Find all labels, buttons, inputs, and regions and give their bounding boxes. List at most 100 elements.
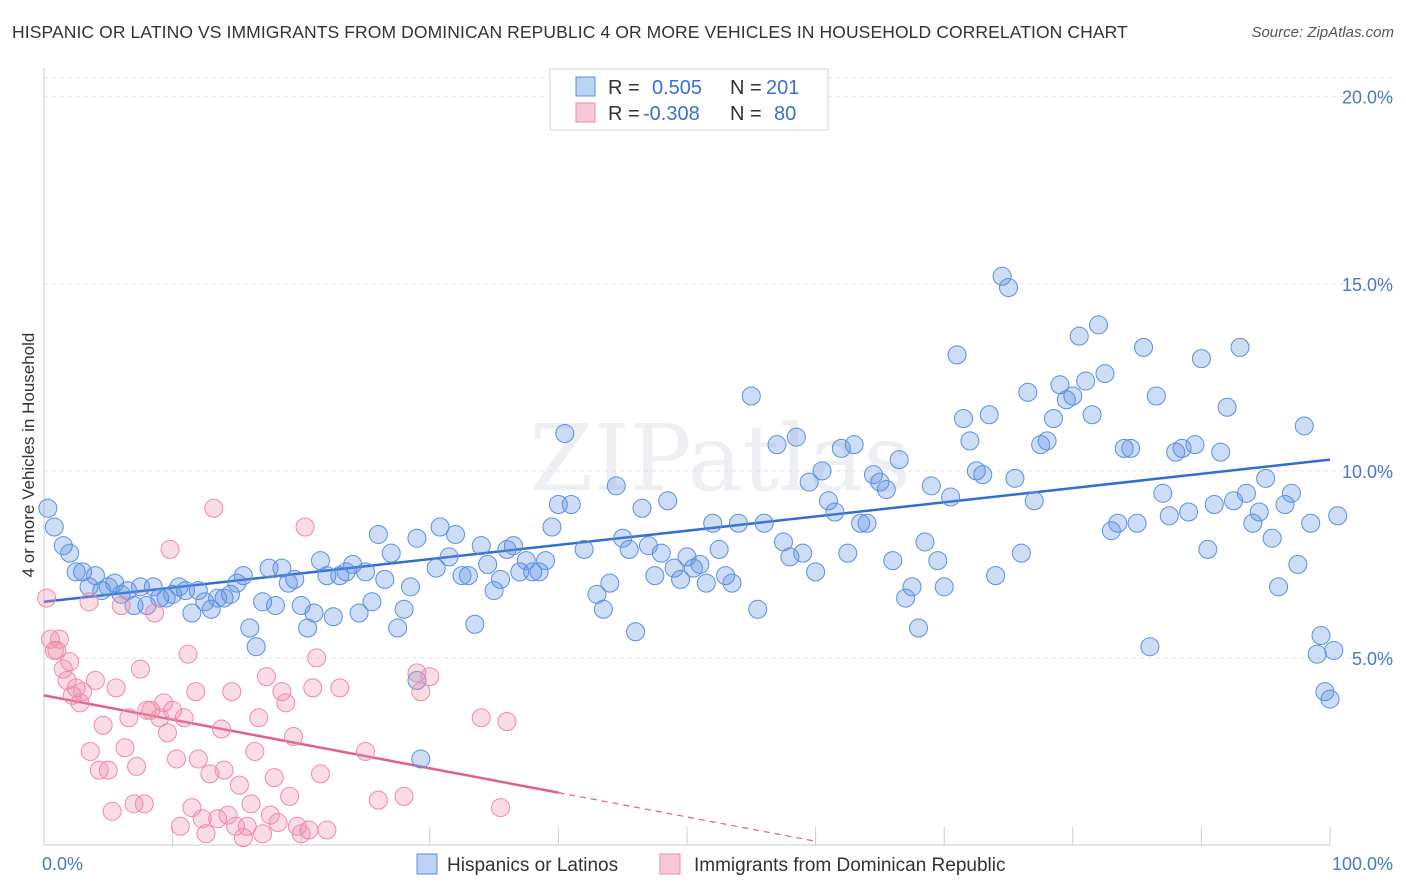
hispanic-point <box>491 569 511 589</box>
hispanic-point <box>722 573 742 593</box>
dominican-point <box>368 790 388 810</box>
hispanic-point <box>947 345 967 365</box>
dominican-point <box>163 700 183 720</box>
y-tick-labels: 5.0% 10.0% 15.0% 20.0% <box>1342 88 1393 669</box>
hispanic-point <box>66 562 86 582</box>
hispanic-point <box>156 588 176 608</box>
dominican-point <box>245 741 265 761</box>
hispanic-point <box>574 539 594 559</box>
hispanic-point <box>362 592 382 612</box>
hispanic-point <box>728 513 748 533</box>
hispanic-point <box>812 461 832 481</box>
dominican-point <box>260 805 280 825</box>
hispanic-point <box>407 670 427 690</box>
dominican-point <box>268 813 288 833</box>
series-dominican-points <box>37 498 517 848</box>
hispanic-point <box>696 573 716 593</box>
dominican-point <box>130 659 150 679</box>
hispanic-point <box>1281 483 1301 503</box>
hispanic-point <box>690 554 710 574</box>
hispanic-point <box>651 543 671 563</box>
hispanic-point <box>908 618 928 638</box>
y-tick-label: 15.0% <box>1342 275 1393 295</box>
series-legend: Hispanics or Latinos Immigrants from Dom… <box>416 853 1006 876</box>
dominican-point <box>134 794 154 814</box>
dominican-point <box>119 708 139 728</box>
dominican-point <box>37 588 57 608</box>
hispanic-point <box>182 603 202 623</box>
dominican-point <box>47 640 67 660</box>
hispanic-point <box>921 476 941 496</box>
hispanic-point <box>516 551 536 571</box>
dominican-point <box>186 682 206 702</box>
hispanic-point <box>1095 364 1115 384</box>
hispanic-point <box>632 498 652 518</box>
legend-n-value-2: 80 <box>774 103 796 125</box>
dominican-point <box>241 794 261 814</box>
hispanic-point <box>1211 442 1231 462</box>
hispanic-point <box>799 472 819 492</box>
watermark: ZIPatlas <box>529 405 910 512</box>
hispanic-point <box>388 618 408 638</box>
hispanic-point <box>1024 491 1044 511</box>
hispanic-point <box>188 581 208 601</box>
hispanic-point <box>1198 539 1218 559</box>
hispanic-point <box>523 562 543 582</box>
hispanic-point <box>446 524 466 544</box>
hispanic-point <box>928 551 948 571</box>
hispanic-point <box>870 472 890 492</box>
hispanic-point <box>349 603 369 623</box>
hispanic-point <box>1256 468 1276 488</box>
legend-r-value-1: 0.505 <box>652 77 702 99</box>
dominican-point <box>226 816 246 836</box>
dominican-point <box>299 820 319 840</box>
dominican-point <box>145 603 165 623</box>
hispanic-point <box>1249 502 1269 522</box>
hispanic-point <box>375 569 395 589</box>
legend-n-label-2: N = <box>730 103 762 125</box>
hispanic-point <box>986 566 1006 586</box>
hispanic-point <box>671 569 691 589</box>
hispanic-point <box>664 558 684 578</box>
hispanic-point <box>1146 386 1166 406</box>
dominican-point <box>249 708 269 728</box>
dominican-point <box>303 678 323 698</box>
hispanic-point <box>484 581 504 601</box>
hispanic-point <box>1089 315 1109 335</box>
hispanic-point <box>1134 337 1154 357</box>
dominican-point <box>85 670 105 690</box>
dominican-point <box>356 741 375 761</box>
hispanic-point <box>1044 408 1064 428</box>
hispanic-point <box>555 423 575 443</box>
legend-swatch-pink <box>575 102 596 123</box>
dominican-point <box>196 824 216 844</box>
hispanic-point <box>716 566 736 586</box>
hispanic-point <box>401 577 421 597</box>
dominican-point <box>211 719 231 739</box>
hispanic-point <box>561 495 581 515</box>
hispanic-point <box>458 566 478 586</box>
hispanic-point <box>999 278 1018 298</box>
hispanic-point <box>536 551 556 571</box>
hispanic-point <box>465 614 485 634</box>
dominican-point <box>208 809 228 829</box>
hispanic-point <box>1056 390 1076 410</box>
dominican-point <box>214 760 234 780</box>
hispanic-point <box>1328 506 1348 526</box>
hispanic-point <box>1262 528 1282 548</box>
legend-r-label-1: R = <box>608 77 640 99</box>
hispanic-point <box>1311 625 1331 645</box>
hispanic-point <box>208 588 228 608</box>
hispanic-point <box>278 573 298 593</box>
dominican-point <box>218 805 238 825</box>
legend-r-value-2: -0.308 <box>643 103 700 125</box>
hispanic-point <box>1153 483 1173 503</box>
bottom-legend-label-2: Immigrants from Dominican Republic <box>694 855 1006 876</box>
hispanic-point <box>786 427 806 447</box>
hispanic-point <box>150 588 170 608</box>
dominican-point <box>160 539 180 559</box>
hispanic-point <box>143 577 163 597</box>
hispanic-point <box>902 577 922 597</box>
x-tick-label: 100.0% <box>1332 854 1393 874</box>
hispanic-point <box>844 435 864 455</box>
